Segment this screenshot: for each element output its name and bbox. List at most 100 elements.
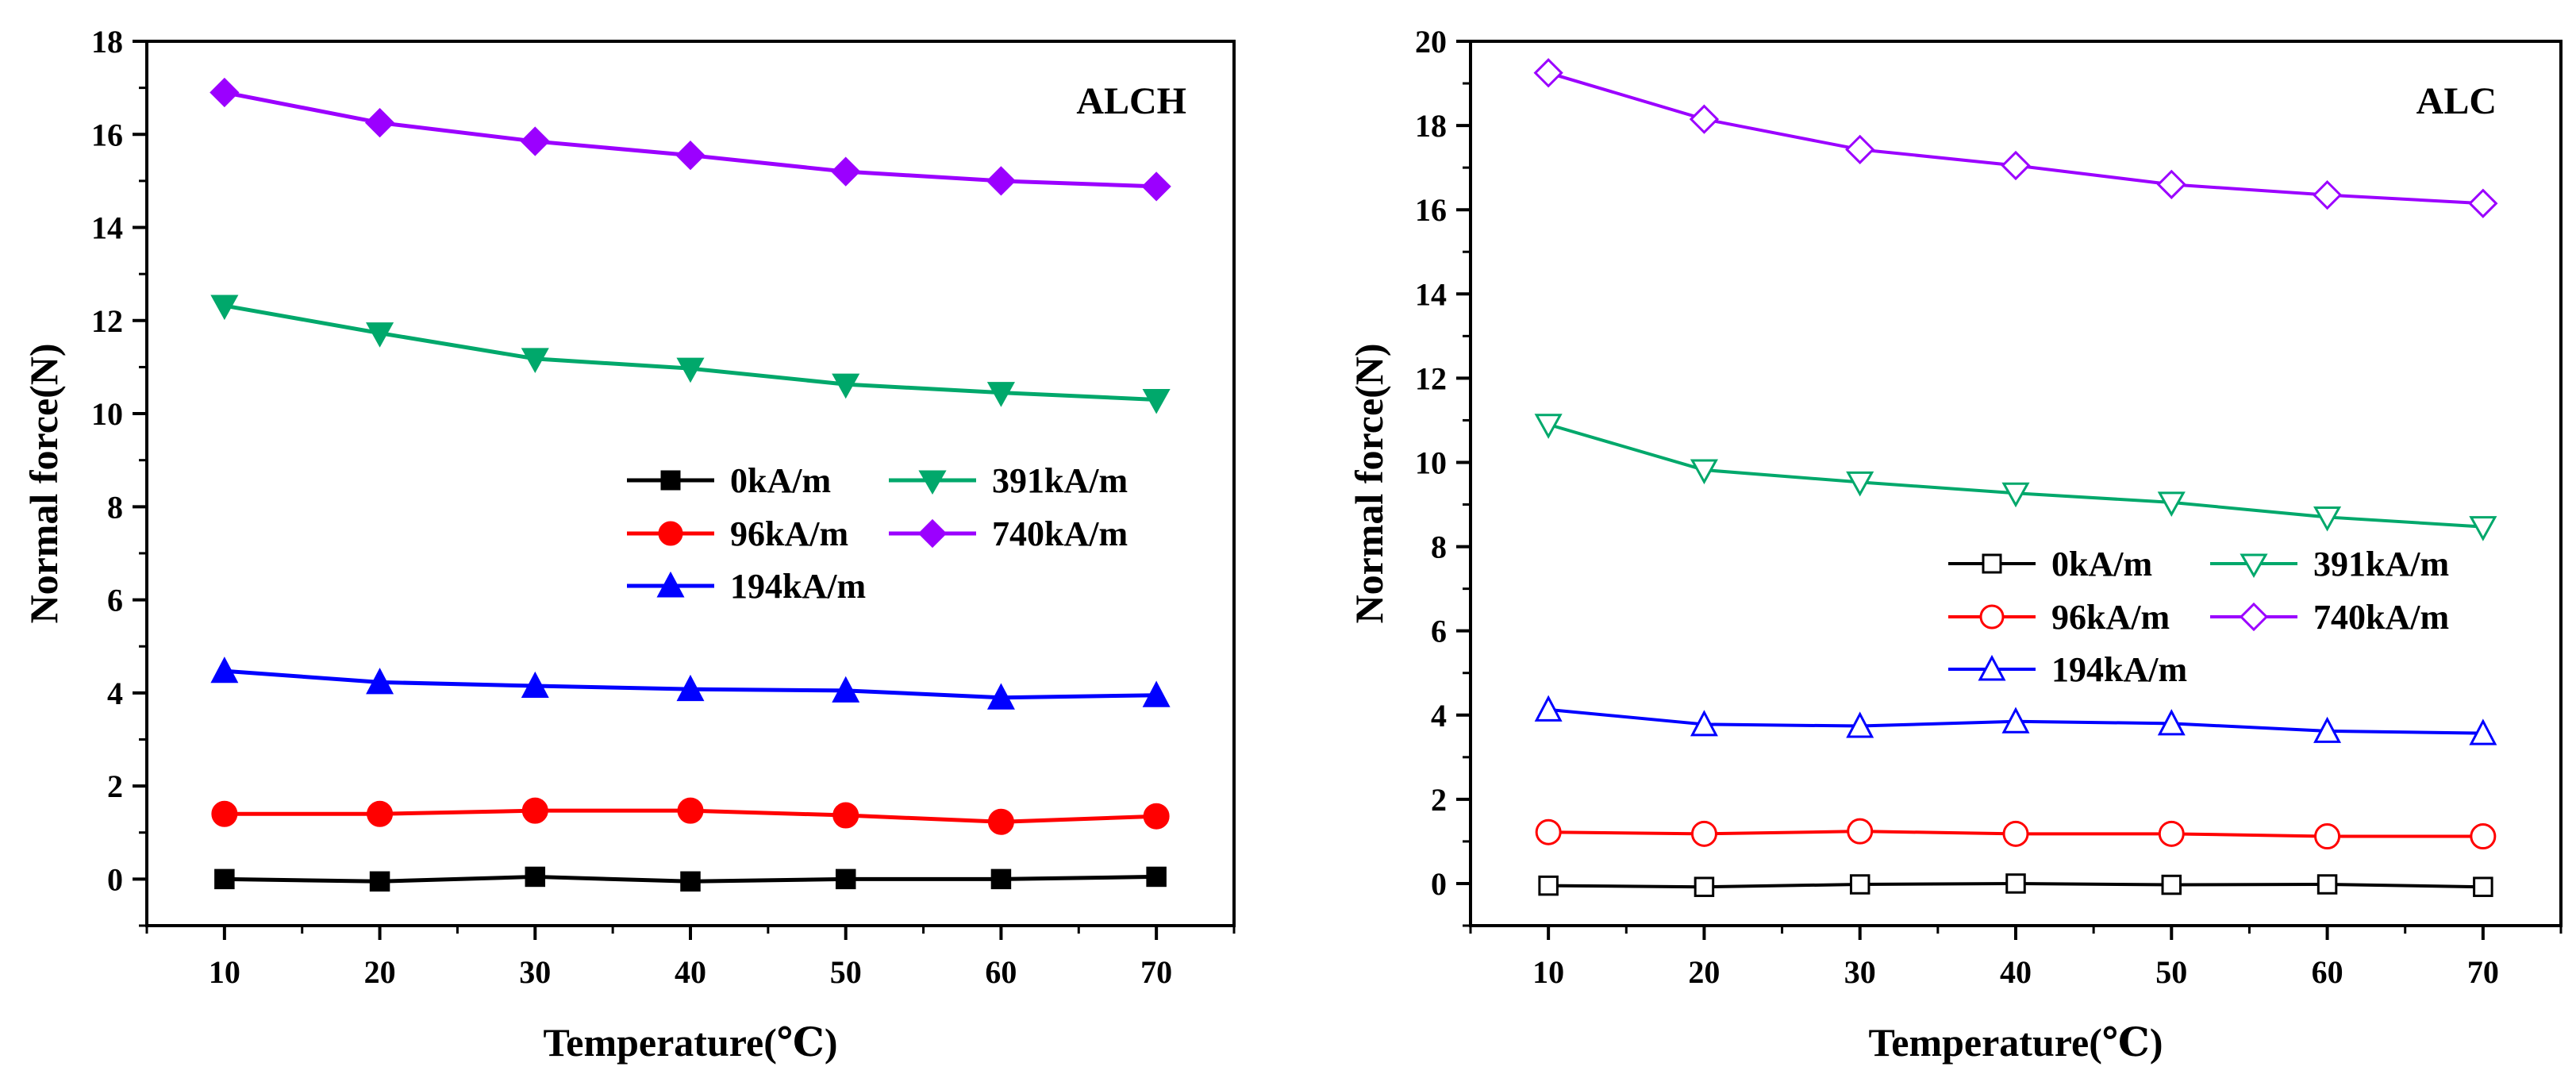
data-point [211,800,238,827]
data-point [1849,874,1870,895]
legend-item-740kA: 740kA/m [2210,598,2449,637]
data-point [2157,709,2186,736]
legend-item-96kA: 96kA/m [627,514,848,553]
y-tick-label: 4 [107,676,123,711]
legend-item-96kA: 96kA/m [1948,598,2170,637]
data-point [210,77,240,108]
data-point [680,871,701,892]
legend-label: 96kA/m [2051,598,2170,637]
legend-label: 740kA/m [2313,598,2449,637]
data-point [2468,188,2498,218]
data-point [2469,516,2497,541]
data-point [1690,710,1718,737]
x-axis-title: Temperature(℃) [544,1020,838,1065]
y-tick-label: 14 [91,210,123,246]
panel-alc: ALC Temperature(℃) Normal force(N) 10 20 3… [1347,24,2563,1065]
y-tick-label: 8 [107,489,123,525]
data-point [986,382,1015,407]
data-point [1847,818,1874,845]
data-point [525,866,546,888]
data-point [1846,471,1874,497]
data-point [835,868,856,890]
data-point [2001,482,2030,508]
data-point [2313,506,2342,532]
data-point [2001,150,2031,181]
data-point [676,674,705,702]
legend-label: 96kA/m [730,514,848,553]
legend-item-194kA: 194kA/m [1948,650,2187,689]
data-point [210,657,239,684]
data-point [1142,680,1171,707]
data-point [2469,718,2497,745]
data-point [2161,874,2182,895]
data-point [2001,707,2030,734]
x-tick-label: 20 [1688,954,1720,990]
x-tick-label: 40 [675,954,706,990]
data-point [986,166,1017,196]
data-point [832,802,859,829]
series-layer [1533,58,2498,897]
legend-label: 391kA/m [992,461,1128,500]
y-tick-label: 0 [107,861,123,897]
x-tick-label: 20 [364,954,396,990]
y-tick-label: 18 [91,24,123,60]
x-tick-label: 30 [1844,954,1876,990]
legend-item-0kA: 0kA/m [627,461,831,500]
data-point [2313,716,2342,743]
data-point [990,868,1012,890]
legend-item-391kA: 391kA/m [2210,545,2449,583]
data-point [1534,414,1563,439]
data-point [1143,803,1170,830]
y-tick-label: 4 [1431,698,1447,734]
data-point [1845,134,1875,164]
data-point [214,868,235,890]
y-tick-label: 0 [1431,866,1447,902]
data-point [210,295,239,321]
x-tick-label: 40 [2000,954,2032,990]
data-point [1534,695,1563,722]
data-point [1538,875,1559,896]
x-tick-label: 10 [209,954,240,990]
y-tick-label: 12 [91,303,123,339]
y-tick-label: 16 [1415,192,1447,228]
data-point [675,141,706,171]
data-point [2157,491,2186,517]
x-tick-label: 70 [1140,954,1172,990]
data-point [2470,823,2497,850]
y-tick-label: 2 [107,768,123,804]
data-point [677,797,704,824]
y-tick-label: 6 [107,583,123,618]
panel-title: ALC [2416,80,2497,122]
legend-item-740kA: 740kA/m [889,514,1128,553]
y-tick-label: 16 [91,117,123,152]
x-tick-label: 30 [519,954,551,990]
data-point [2314,823,2341,850]
y-axis-title: Normal force(N) [21,343,66,623]
ticks: 10 20 30 40 50 60 70 0 2 4 6 8 10 12 14 16 18 [91,24,1236,990]
legend-label: 194kA/m [730,567,866,606]
ticks: 10 20 30 40 50 60 70 0 2 4 6 8 10 12 14 16 18 20 [1415,24,2563,990]
x-tick-label: 10 [1532,954,1564,990]
data-point [2156,169,2186,199]
panel-title: ALCH [1076,80,1186,122]
x-axis-title: Temperature(℃) [1869,1020,2163,1065]
y-tick-label: 20 [1415,24,1447,60]
data-point [1535,818,1562,845]
data-point [2002,820,2029,847]
data-point [1690,820,1717,847]
data-point [367,800,394,827]
y-tick-label: 10 [91,396,123,432]
data-point [521,348,549,373]
data-point [1146,866,1167,888]
data-point [366,668,394,695]
data-point [1694,876,1715,897]
series-line [1548,422,2483,529]
data-point [2473,876,2493,897]
data-point [520,126,550,156]
data-point [832,676,860,703]
y-tick-label: 18 [1415,108,1447,144]
series-layer [210,77,1171,892]
x-tick-label: 50 [830,954,862,990]
data-point [986,683,1015,710]
